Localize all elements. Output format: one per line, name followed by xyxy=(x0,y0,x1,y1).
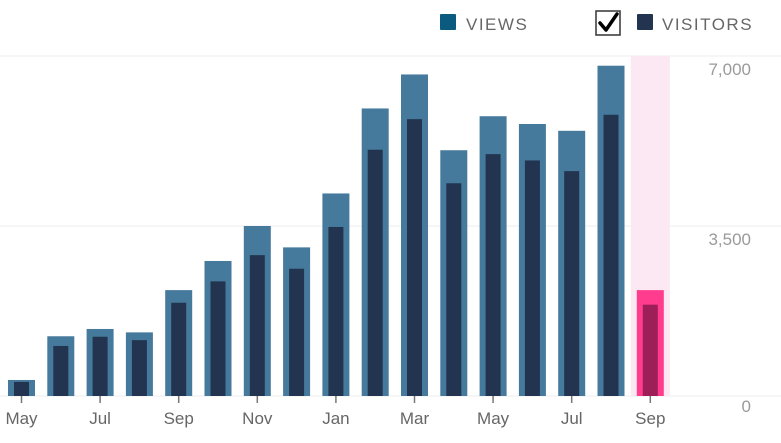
visitors-bar xyxy=(92,336,108,396)
visitors-bar xyxy=(446,183,462,396)
y-tick-label: 3,500 xyxy=(708,230,751,249)
visitors-checkbox[interactable] xyxy=(595,10,621,36)
visitors-bar xyxy=(407,119,422,397)
x-tick-label: Nov xyxy=(242,409,273,428)
x-tick-label: Sep xyxy=(635,409,665,428)
x-tick-label: May xyxy=(5,409,38,428)
visitors-bar xyxy=(171,302,187,396)
visitors-bar xyxy=(642,304,658,396)
visitors-bar xyxy=(131,340,147,396)
x-tick-label: Mar xyxy=(400,409,430,428)
y-axis: 0 3,500 7,000 xyxy=(708,60,751,416)
legend-visitors-swatch[interactable] xyxy=(637,14,653,30)
legend: VIEWS VISITORS xyxy=(440,10,753,36)
x-tick-label: May xyxy=(477,409,510,428)
visitors-bar xyxy=(53,345,69,396)
visitors-bar xyxy=(367,149,383,396)
visitors-bar xyxy=(328,226,344,396)
y-tick-label: 7,000 xyxy=(708,60,751,79)
legend-views-label[interactable]: VIEWS xyxy=(466,15,528,34)
x-tick-label: Jul xyxy=(89,409,111,428)
visitors-bar xyxy=(289,268,305,396)
x-tick-label: Jul xyxy=(561,409,583,428)
legend-views-swatch[interactable] xyxy=(440,14,456,30)
x-tick-label: Sep xyxy=(164,409,194,428)
legend-visitors-label[interactable]: VISITORS xyxy=(662,15,753,34)
visitors-bar xyxy=(485,154,501,396)
visitors-bar xyxy=(210,281,226,396)
checkmark-icon xyxy=(598,12,619,32)
visitors-bar xyxy=(564,171,580,396)
x-axis: May Jul Sep Nov Jan Mar May Jul Sep xyxy=(5,396,665,428)
visitors-bar xyxy=(603,114,619,397)
bars xyxy=(8,56,670,397)
x-tick-label: Jan xyxy=(322,409,349,428)
visitors-bar xyxy=(524,160,540,396)
y-tick-label: 0 xyxy=(742,397,751,416)
visitors-bar xyxy=(14,381,29,396)
visitors-bar xyxy=(249,255,265,396)
